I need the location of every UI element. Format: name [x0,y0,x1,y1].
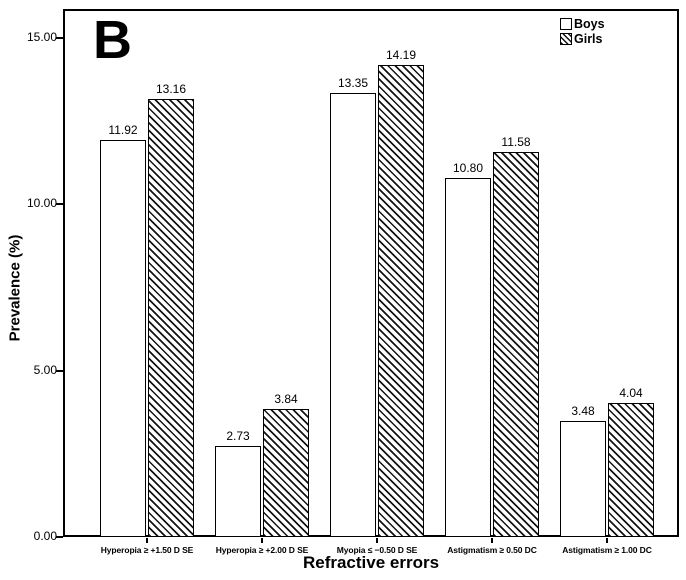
x-axis-tick [261,538,263,543]
y-axis-tick [56,369,63,372]
y-axis-tick [56,536,63,538]
bar-value-label-girls-5: 4.04 [619,385,643,400]
bar-girls-category-1 [148,99,194,537]
legend-label-girls: Girls [574,31,603,46]
bar-boys-category-1 [100,140,146,537]
bar-value-label-girls-3: 14.19 [385,47,417,62]
x-axis-category-label: Astigmatism ≥ 0.50 DC [447,545,537,555]
legend-item-girls: Girls [560,31,605,46]
x-axis-tick [146,538,148,543]
bar-value-label-boys-3: 13.35 [337,75,369,90]
girls-hatched-square-swatch-icon [560,32,572,45]
bar-value-label-boys-4: 10.80 [452,160,484,175]
panel-label: B [93,10,132,70]
y-axis-tick [56,203,63,206]
y-axis-tick-label: 0.00 [33,529,57,543]
bar-value-label-girls-4: 11.58 [501,134,531,149]
bar-girls-category-3 [378,64,424,537]
legend-item-boys: Boys [560,16,605,31]
y-axis-tick-label: 10.00 [26,196,57,211]
bar-value-label-boys-1: 11.92 [108,123,138,138]
bar-boys-category-3 [330,92,376,537]
x-axis-category-label: Myopia ≤ −0.50 D SE [336,545,418,555]
legend-label-boys: Boys [574,16,605,31]
bar-girls-category-2 [263,409,309,537]
y-axis-tick-label: 15.00 [26,29,57,44]
bar-value-label-boys-5: 3.48 [571,404,595,419]
x-axis-category-label: Astigmatism ≥ 1.00 DC [562,545,652,555]
x-axis-category-label: Hyperopia ≥ +2.00 D SE [215,545,309,555]
boys-open-square-swatch-icon [560,17,572,30]
bar-value-label-boys-2: 2.73 [226,429,250,444]
x-axis-title: Refractive errors [302,553,440,572]
x-axis-tick [376,538,378,543]
bar-value-label-girls-2: 3.84 [274,392,298,407]
bar-girls-category-5 [608,402,654,537]
y-axis-tick [56,36,63,39]
y-axis-tick-label: 5.00 [33,362,57,377]
bar-boys-category-4 [445,177,491,537]
bar-value-label-girls-1: 13.16 [155,82,187,97]
x-axis-tick [491,538,493,543]
bar-boys-category-5 [560,421,606,537]
x-axis-category-label: Hyperopia ≥ +1.50 D SE [100,545,194,555]
x-axis-tick [606,538,608,543]
bar-boys-category-2 [215,446,261,537]
legend: Boys Girls [560,16,605,46]
bar-girls-category-4 [493,151,539,537]
y-axis-title: Prevalence (%) [6,234,24,342]
